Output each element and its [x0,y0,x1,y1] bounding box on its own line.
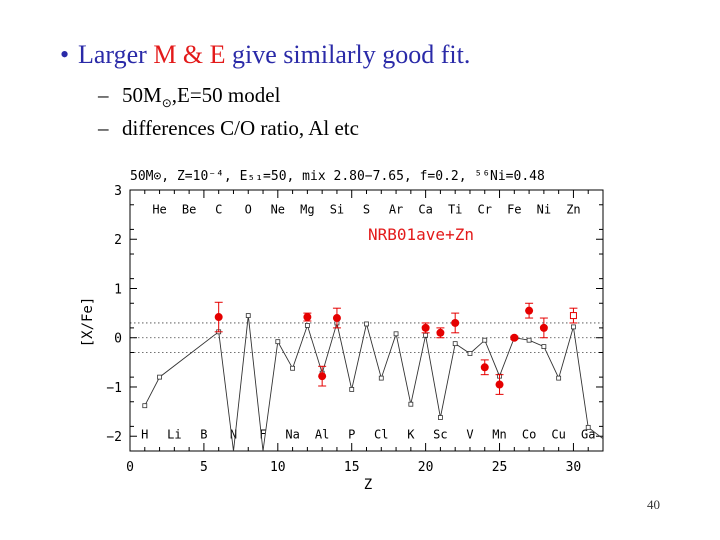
chart-title: 50M⊙, Z=10⁻⁴, E₅₁=50, mix 2.80−7.65, f=0… [130,169,545,184]
model-point [142,403,148,409]
observed-point [318,372,327,381]
y-axis-label: [X/Fe] [80,297,96,348]
element-label: C [215,203,222,217]
y-tick-label: 2 [114,233,122,248]
element-label: Li [167,428,181,442]
y-tick-label: 1 [114,282,122,297]
sun-symbol: ⊙ [161,96,172,110]
y-tick-label: 3 [114,184,122,199]
sub1-text-post: ,E=50 model [171,83,281,107]
bullet-prefix: Larger [78,40,154,69]
model-point [349,387,355,392]
element-label: He [152,203,166,217]
model-point [364,321,369,327]
open-observed-point [569,312,577,320]
model-point [541,344,547,350]
observed-point [510,333,519,342]
y-tick-label: −1 [106,381,122,396]
element-label: Cr [478,203,492,217]
model-point [408,401,414,407]
observed-point [451,318,460,327]
element-label: N [230,428,237,442]
x-tick-label: 10 [270,460,286,475]
element-label: Cl [374,428,388,442]
model-point [526,337,532,343]
sub-bullet-differences: – differences C/O ratio, Al etc [98,116,359,141]
element-label: Ca [418,203,432,217]
y-tick-label: −2 [106,430,122,445]
observed-point [539,323,548,332]
bullet-heading: • Larger M & E give similarly good fit. [60,40,470,70]
x-tick-label: 20 [418,460,434,475]
element-label: Si [330,203,344,217]
element-label: Sc [433,428,447,442]
observed-point [332,314,341,323]
element-label: Ni [537,203,551,217]
chart-annotation: NRB01ave+Zn [368,225,474,244]
sub2-text: differences C/O ratio, Al etc [122,116,359,140]
element-label: K [407,428,415,442]
element-label: Cu [551,428,565,442]
element-label: Ar [389,203,403,217]
element-label: Al [315,428,329,442]
model-point [290,365,295,371]
model-point [157,374,162,380]
observed-point [436,328,445,337]
bullet-highlight: M & E [153,40,226,69]
observed-point [495,380,504,389]
observed-point [421,323,430,332]
x-tick-label: 5 [200,460,208,475]
element-label: Co [522,428,536,442]
element-label: Mg [300,203,314,217]
observed-point [525,306,534,315]
model-point [467,351,473,356]
model-point [423,332,429,338]
y-tick-label: 0 [114,332,122,347]
model-point [304,323,310,328]
element-label: Be [182,203,196,217]
element-label: Ti [448,203,462,217]
x-tick-label: 30 [566,460,582,475]
model-point [452,341,458,347]
element-label: Fe [507,203,521,217]
x-tick-label: 25 [492,460,508,475]
model-point [571,324,576,330]
model-point [245,313,251,318]
plot-frame [129,189,604,452]
x-tick-label: 0 [126,460,134,475]
model-point [275,339,281,345]
page-number: 40 [647,497,660,512]
element-label: V [466,428,473,442]
element-label: Ne [271,203,285,217]
sub-bullet-model: –50M⊙,E=50 model [98,83,280,111]
observed-point [214,313,223,322]
element-label: F [259,428,266,442]
dash-icon: – [98,116,109,140]
element-label: Mn [492,428,506,442]
model-point [556,375,562,381]
element-label: H [141,428,148,442]
x-tick-label: 15 [344,460,360,475]
element-label: B [200,428,207,442]
element-label: S [363,203,370,217]
observed-point [303,313,312,322]
bullet-suffix: give similarly good fit. [225,40,471,69]
element-label: P [348,428,355,442]
x-axis-label: Z [364,477,372,493]
sub1-text-pre: 50M [122,83,162,107]
bullet-dot-icon: • [60,40,70,69]
element-label: O [245,203,252,217]
element-label: Zn [566,203,580,217]
model-point [438,415,443,420]
model-point [378,375,384,381]
model-point [585,424,591,430]
dash-icon: – [98,83,109,107]
element-label: Ga [581,428,595,442]
observed-point [480,363,489,372]
model-point [482,337,488,343]
element-label: Na [285,428,299,442]
model-point [393,331,399,337]
